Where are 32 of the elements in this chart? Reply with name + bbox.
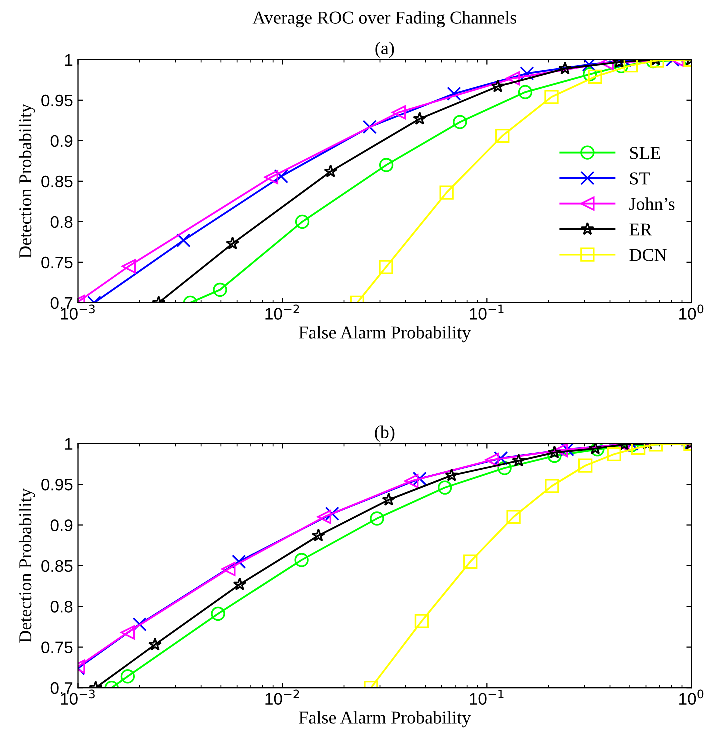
x-tick-label: 10$^{−2}$ <box>266 690 300 706</box>
y-tick-label: 0.75 <box>42 642 73 654</box>
x-tick-label: 10$^{−1}$ <box>470 690 504 706</box>
chart-title: (a) <box>376 42 394 58</box>
x-axis-title: False Alarm Probability <box>299 711 472 728</box>
legend-label: DCN <box>630 249 667 262</box>
y-tick-label: 1 <box>65 54 73 66</box>
x-tick-label: 10$^{−2}$ <box>266 304 300 320</box>
y-tick-label: 0.95 <box>42 478 73 491</box>
y-tick-label: 1 <box>65 438 73 450</box>
y-axis-title: Detection Probability <box>18 104 36 258</box>
y-tick-label: 0.7 <box>50 297 73 310</box>
text: Average ROC over Fading Channels <box>252 11 516 28</box>
chart-title: (b) <box>375 426 395 442</box>
y-axis-title: Detection Probability <box>18 488 36 643</box>
y-tick-label: 0.85 <box>42 560 73 572</box>
y-tick-label: 0.95 <box>42 94 73 107</box>
x-tick-label: 10$^{0}$ <box>680 690 704 706</box>
x-tick-label: 10$^{0}$ <box>680 304 704 320</box>
y-tick-label: 0.9 <box>50 135 73 148</box>
y-tick-label: 0.7 <box>50 682 73 694</box>
y-tick-label: 0.75 <box>42 256 73 269</box>
legend-label: SLE <box>630 147 660 160</box>
y-tick-label: 0.85 <box>42 176 73 188</box>
legend-label: John’s <box>630 198 675 210</box>
y-tick-label: 0.8 <box>50 601 73 613</box>
y-tick-label: 0.8 <box>50 216 73 228</box>
y-tick-label: 0.9 <box>50 520 73 532</box>
x-tick-label: 10$^{−1}$ <box>470 304 504 320</box>
x-axis-title: False Alarm Probability <box>299 326 472 343</box>
legend-label: ER <box>630 224 652 236</box>
legend-label: ST <box>630 172 650 185</box>
